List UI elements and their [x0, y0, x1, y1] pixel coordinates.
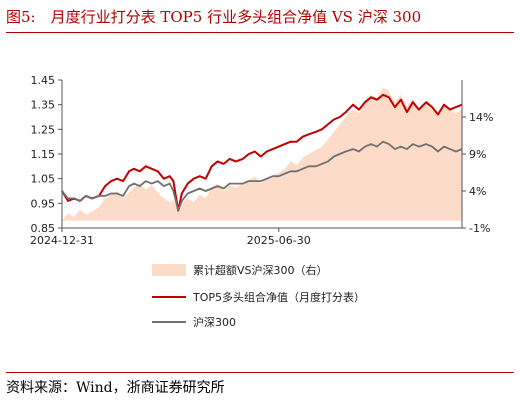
lines-layer — [61, 93, 463, 212]
y-left-tick-label: 1.15 — [31, 148, 56, 161]
y-right-tick-label: 4% — [469, 185, 486, 198]
series-hs300-line — [61, 140, 463, 212]
y-right-tick-label: 14% — [469, 111, 493, 124]
legend-label: 沪深300 — [193, 315, 236, 329]
figure-title: 图5: 月度行业打分表 TOP5 行业多头组合净值 VS 沪深 300 — [6, 8, 422, 26]
series-excess-area — [62, 87, 462, 221]
chart: 0.85 0.95 1.05 1.15 1.25 1.35 1.45 -1% 4% 9% 14% 20… — [30, 74, 493, 329]
axes-layer: 0.85 0.95 1.05 1.15 1.25 1.35 1.45 -1% 4% 9% 14% 20… — [30, 74, 493, 247]
y-left-tick-label: 1.05 — [31, 173, 56, 186]
x-tick-label: 2024-12-31 — [30, 234, 94, 247]
y-right-tick-label: -1% — [469, 222, 490, 235]
y-left-tick-label: 1.45 — [31, 74, 56, 87]
legend: 累计超额VS沪深300（右） TOP5多头组合净值（月度打分表） 沪深300 — [152, 263, 365, 329]
y-left-tick-label: 0.85 — [31, 222, 56, 235]
legend-label: 累计超额VS沪深300（右） — [193, 263, 328, 277]
y-left-tick-label: 0.95 — [31, 197, 56, 210]
legend-swatch-area — [152, 264, 186, 276]
title-rule — [6, 32, 514, 33]
legend-label: TOP5多头组合净值（月度打分表） — [192, 290, 365, 304]
x-tick-label: 2025-06-30 — [247, 234, 311, 247]
source-note: 资料来源：Wind，浙商证券研究所 — [6, 380, 225, 396]
excess-area-layer — [62, 87, 462, 221]
source-rule — [6, 372, 514, 373]
y-left-tick-label: 1.25 — [31, 123, 56, 136]
y-left-tick-label: 1.35 — [31, 99, 56, 112]
y-right-tick-label: 9% — [469, 148, 486, 161]
series-top5-line — [61, 93, 463, 212]
